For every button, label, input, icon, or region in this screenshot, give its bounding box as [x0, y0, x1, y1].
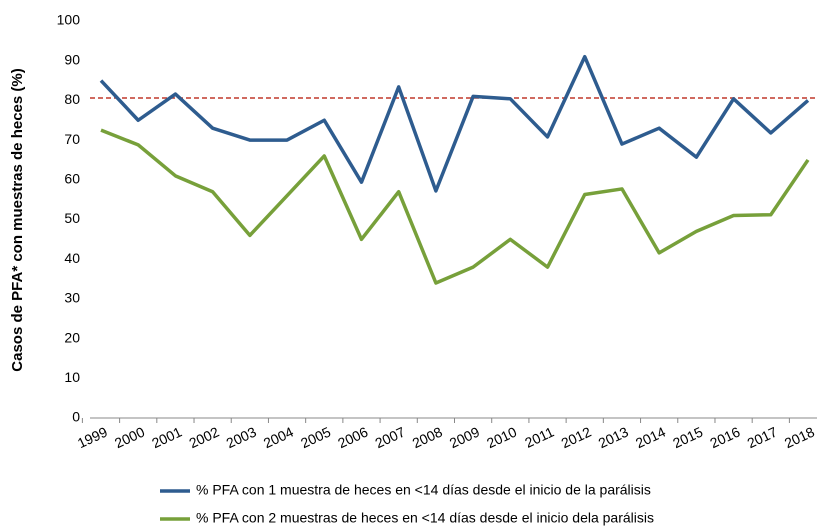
y-tick-label: 40 — [64, 250, 80, 266]
x-tick-label: 2003 — [224, 423, 259, 451]
x-tick-label: 2006 — [335, 423, 370, 451]
x-tick-label: 2018 — [782, 423, 817, 451]
x-tick-label: 2002 — [186, 423, 221, 451]
y-tick-label: 100 — [57, 12, 81, 28]
x-tick-label: 2000 — [112, 423, 147, 451]
x-tick-label: 2004 — [261, 423, 296, 451]
x-tick-label: 1999 — [75, 423, 110, 451]
x-tick-label: 2010 — [484, 423, 519, 451]
x-tick-label: 2007 — [373, 423, 408, 451]
x-tick-label: 2011 — [522, 423, 556, 450]
y-tick-label: 60 — [64, 171, 80, 187]
x-tick-label: 2012 — [559, 423, 594, 451]
x-tick-label: 2015 — [670, 423, 705, 451]
y-tick-label: 0 — [72, 409, 80, 425]
y-tick-label: 80 — [64, 91, 80, 107]
series-line — [100, 128, 810, 285]
y-tick-label: 70 — [64, 131, 80, 147]
x-tick-label: 2017 — [745, 423, 780, 451]
x-tick-label: 2001 — [149, 423, 184, 451]
x-tick-label: 2008 — [410, 423, 445, 451]
x-tick-label: 2016 — [707, 423, 742, 451]
x-tick-label: 2014 — [633, 423, 668, 451]
series-line — [99, 54, 810, 193]
y-tick-label: 20 — [64, 329, 80, 345]
x-tick-label: 2013 — [596, 423, 631, 451]
y-tick-label: 30 — [64, 290, 80, 306]
y-tick-label: 90 — [64, 51, 80, 67]
legend-label: % PFA con 2 muestras de heces en <14 día… — [196, 510, 654, 526]
x-tick-label: 2009 — [447, 423, 482, 451]
x-tick-label: 2005 — [298, 423, 333, 451]
y-tick-label: 50 — [64, 210, 80, 226]
y-tick-label: 10 — [64, 369, 80, 385]
y-axis-label: Casos de PFA* con muestras de heces (%) — [9, 68, 26, 371]
legend-label: % PFA con 1 muestra de heces en <14 días… — [196, 482, 651, 498]
